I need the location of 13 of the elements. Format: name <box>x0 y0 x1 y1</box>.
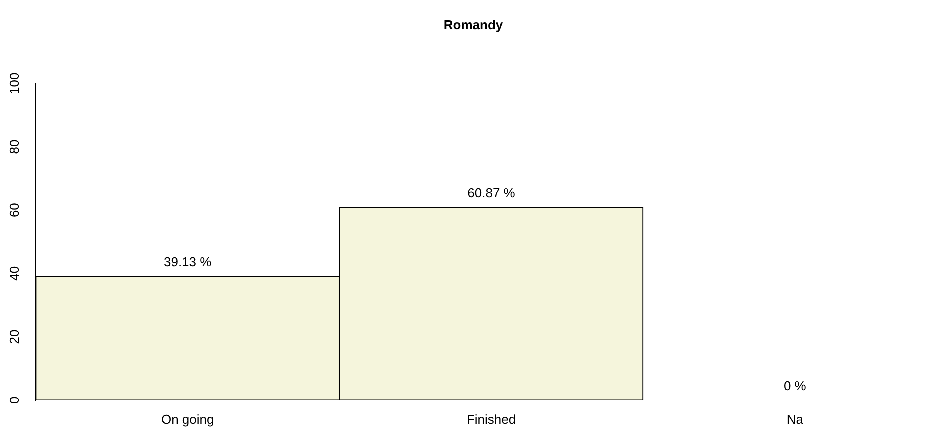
y-tick-label: 20 <box>7 330 22 344</box>
data-label: 60.87 % <box>468 186 516 201</box>
x-tick-label: Finished <box>466 412 516 427</box>
data-label: 39.13 % <box>164 254 212 270</box>
x-tick-label: Na <box>786 412 804 427</box>
x-tick-label: On going <box>161 412 214 427</box>
y-tick-label: 60 <box>7 203 22 218</box>
y-tick-label: 0 <box>7 396 22 404</box>
data-label: 0 % <box>784 378 807 394</box>
y-tick-label: 80 <box>7 140 22 154</box>
chart-title: Romandy <box>444 17 504 32</box>
y-tick-label: 100 <box>7 72 22 94</box>
y-tick-label: 40 <box>7 266 22 281</box>
